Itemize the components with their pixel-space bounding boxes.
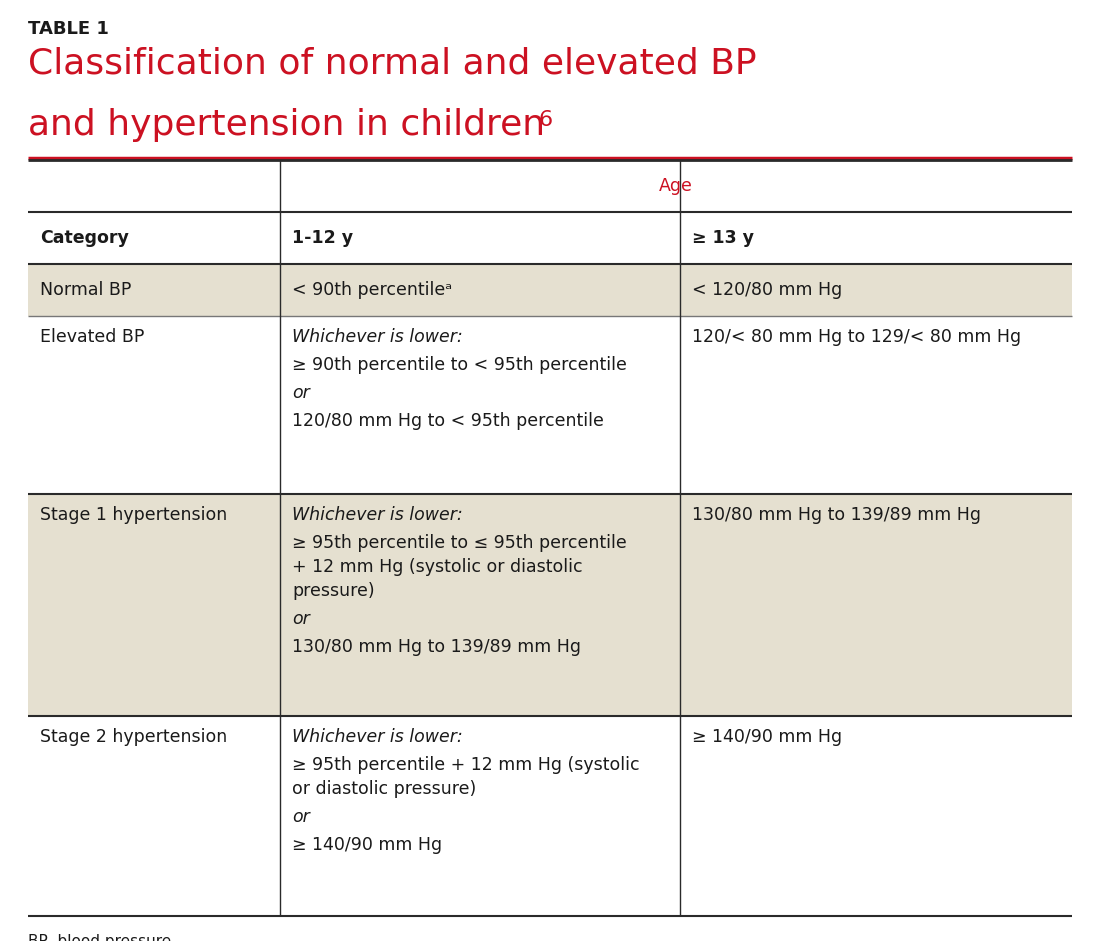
Text: Stage 2 hypertension: Stage 2 hypertension xyxy=(40,728,228,746)
Text: 130/80 mm Hg to 139/89 mm Hg: 130/80 mm Hg to 139/89 mm Hg xyxy=(692,506,981,524)
Text: and hypertension in children: and hypertension in children xyxy=(28,108,546,142)
Text: 120/< 80 mm Hg to 129/< 80 mm Hg: 120/< 80 mm Hg to 129/< 80 mm Hg xyxy=(692,328,1021,346)
Text: 120/80 mm Hg to < 95th percentile: 120/80 mm Hg to < 95th percentile xyxy=(292,412,604,430)
Text: Whichever is lower:: Whichever is lower: xyxy=(292,328,463,346)
Text: Age: Age xyxy=(659,177,693,195)
Text: < 90th percentileᵃ: < 90th percentileᵃ xyxy=(292,281,452,299)
Text: ≥ 90th percentile to < 95th percentile: ≥ 90th percentile to < 95th percentile xyxy=(292,356,627,374)
Text: BP, blood pressure.: BP, blood pressure. xyxy=(28,934,176,941)
Bar xyxy=(28,264,1072,316)
Text: Normal BP: Normal BP xyxy=(40,281,131,299)
Text: or: or xyxy=(292,808,310,826)
Text: pressure): pressure) xyxy=(292,582,375,600)
Text: Category: Category xyxy=(40,229,129,247)
Text: < 120/80 mm Hg: < 120/80 mm Hg xyxy=(692,281,843,299)
Text: ≥ 95th percentile + 12 mm Hg (systolic: ≥ 95th percentile + 12 mm Hg (systolic xyxy=(292,756,639,774)
Bar xyxy=(28,316,1072,494)
Text: ≥ 140/90 mm Hg: ≥ 140/90 mm Hg xyxy=(292,836,442,854)
Text: Whichever is lower:: Whichever is lower: xyxy=(292,728,463,746)
Bar xyxy=(28,212,1072,264)
Text: Classification of normal and elevated BP: Classification of normal and elevated BP xyxy=(28,46,757,80)
Text: ≥ 95th percentile to ≤ 95th percentile: ≥ 95th percentile to ≤ 95th percentile xyxy=(292,534,627,552)
Text: 130/80 mm Hg to 139/89 mm Hg: 130/80 mm Hg to 139/89 mm Hg xyxy=(292,638,581,656)
Text: or: or xyxy=(292,610,310,628)
Text: Elevated BP: Elevated BP xyxy=(40,328,144,346)
Text: Whichever is lower:: Whichever is lower: xyxy=(292,506,463,524)
Text: + 12 mm Hg (systolic or diastolic: + 12 mm Hg (systolic or diastolic xyxy=(292,558,583,576)
Text: or diastolic pressure): or diastolic pressure) xyxy=(292,780,476,798)
Text: ≥ 140/90 mm Hg: ≥ 140/90 mm Hg xyxy=(692,728,843,746)
Text: or: or xyxy=(292,384,310,402)
Bar xyxy=(28,160,1072,212)
Text: ≥ 13 y: ≥ 13 y xyxy=(692,229,754,247)
Text: Stage 1 hypertension: Stage 1 hypertension xyxy=(40,506,228,524)
Text: 6: 6 xyxy=(538,110,552,130)
Text: TABLE 1: TABLE 1 xyxy=(28,20,109,38)
Bar xyxy=(28,494,1072,716)
Text: 1-12 y: 1-12 y xyxy=(292,229,353,247)
Bar xyxy=(28,716,1072,916)
